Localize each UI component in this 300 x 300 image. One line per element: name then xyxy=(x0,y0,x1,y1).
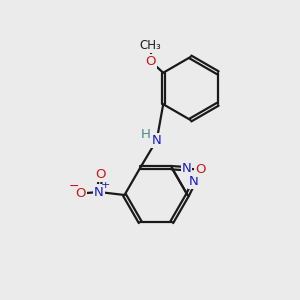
Text: N: N xyxy=(152,134,162,147)
Text: N: N xyxy=(182,162,191,175)
Text: O: O xyxy=(95,168,106,181)
Text: O: O xyxy=(146,55,156,68)
Text: −: − xyxy=(68,180,79,194)
Text: +: + xyxy=(100,180,110,190)
Text: CH₃: CH₃ xyxy=(140,39,161,52)
Text: N: N xyxy=(189,175,199,188)
Text: O: O xyxy=(195,163,205,176)
Text: H: H xyxy=(140,128,150,141)
Text: O: O xyxy=(75,187,86,200)
Text: N: N xyxy=(94,185,104,199)
